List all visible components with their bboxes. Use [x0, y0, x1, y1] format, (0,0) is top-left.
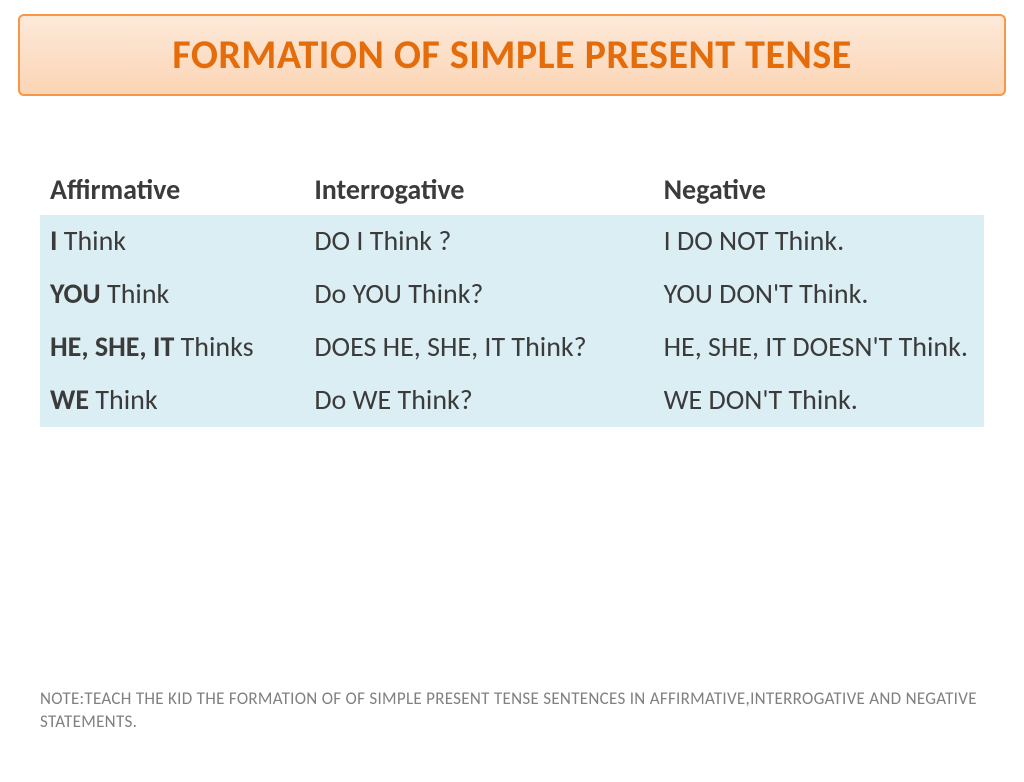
cell-interrogative: Do WE Think? [304, 374, 653, 427]
table-row: I Think DO I Think ? I DO NOT Think. [40, 215, 984, 268]
cell-negative: WE DON'T Think. [654, 374, 984, 427]
cell-interrogative: DO I Think ? [304, 215, 653, 268]
table-header-row: Affirmative Interrogative Negative [40, 166, 984, 215]
table-row: WE Think Do WE Think? WE DON'T Think. [40, 374, 984, 427]
cell-affirmative: I Think [40, 215, 304, 268]
col-header-affirmative: Affirmative [40, 166, 304, 215]
verb-text: Think [89, 382, 158, 417]
pronoun-strong: HE, SHE, IT [50, 329, 174, 364]
verb-text: Thinks [174, 329, 253, 364]
col-header-negative: Negative [654, 166, 984, 215]
cell-negative: I DO NOT Think. [654, 215, 984, 268]
cell-interrogative: DOES HE, SHE, IT Think? [304, 321, 653, 374]
tense-table-wrap: Affirmative Interrogative Negative I Thi… [40, 166, 984, 427]
pronoun-strong: YOU [50, 276, 101, 311]
table-row: HE, SHE, IT Thinks DOES HE, SHE, IT Thin… [40, 321, 984, 374]
tense-table: Affirmative Interrogative Negative I Thi… [40, 166, 984, 427]
table-row: YOU Think Do YOU Think? YOU DON'T Think. [40, 268, 984, 321]
col-header-interrogative: Interrogative [304, 166, 653, 215]
pronoun-strong: WE [50, 382, 89, 417]
cell-affirmative: HE, SHE, IT Thinks [40, 321, 304, 374]
title-text: FORMATION OF SIMPLE PRESENT TENSE [172, 30, 852, 79]
cell-affirmative: WE Think [40, 374, 304, 427]
verb-text: Think [57, 223, 126, 258]
footnote-text: NOTE:TEACH THE KID THE FORMATION OF OF S… [40, 688, 977, 732]
cell-negative: YOU DON'T Think. [654, 268, 984, 321]
footnote: NOTE:TEACH THE KID THE FORMATION OF OF S… [40, 688, 984, 734]
title-banner: FORMATION OF SIMPLE PRESENT TENSE [18, 14, 1006, 96]
cell-affirmative: YOU Think [40, 268, 304, 321]
cell-negative: HE, SHE, IT DOESN'T Think. [654, 321, 984, 374]
cell-interrogative: Do YOU Think? [304, 268, 653, 321]
verb-text: Think [101, 276, 170, 311]
